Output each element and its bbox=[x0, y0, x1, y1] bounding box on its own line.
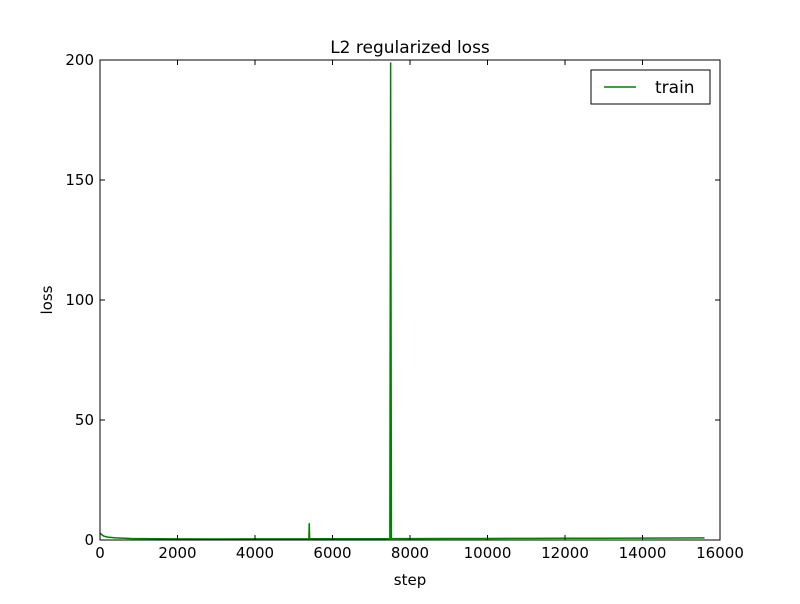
y-axis-label: loss bbox=[38, 285, 56, 314]
x-tick-label: 6000 bbox=[313, 544, 351, 562]
y-axis: 0 50 100 150 200 bbox=[65, 51, 720, 549]
y-tick-label: 100 bbox=[65, 291, 94, 309]
legend-label-train: train bbox=[655, 78, 695, 98]
x-tick-label: 2000 bbox=[158, 544, 196, 562]
x-tick-label: 8000 bbox=[391, 544, 429, 562]
x-tick-label: 14000 bbox=[619, 544, 667, 562]
x-tick-label: 4000 bbox=[236, 544, 274, 562]
x-tick-label: 10000 bbox=[464, 544, 512, 562]
x-tick-label: 0 bbox=[95, 544, 105, 562]
y-tick-label: 0 bbox=[84, 531, 94, 549]
plot-area bbox=[99, 62, 705, 540]
x-tick-label: 16000 bbox=[696, 544, 744, 562]
x-axis: 0 2000 4000 6000 8000 10000 12000 14000 16000 bbox=[95, 60, 744, 562]
chart-title: L2 regularized loss bbox=[330, 38, 490, 58]
y-tick-label: 50 bbox=[75, 411, 94, 429]
y-tick-label: 150 bbox=[65, 171, 94, 189]
x-tick-label: 12000 bbox=[541, 544, 589, 562]
series-line-train bbox=[99, 62, 705, 540]
x-axis-label: step bbox=[394, 571, 426, 589]
y-tick-label: 200 bbox=[65, 51, 94, 69]
legend: train bbox=[590, 69, 711, 105]
